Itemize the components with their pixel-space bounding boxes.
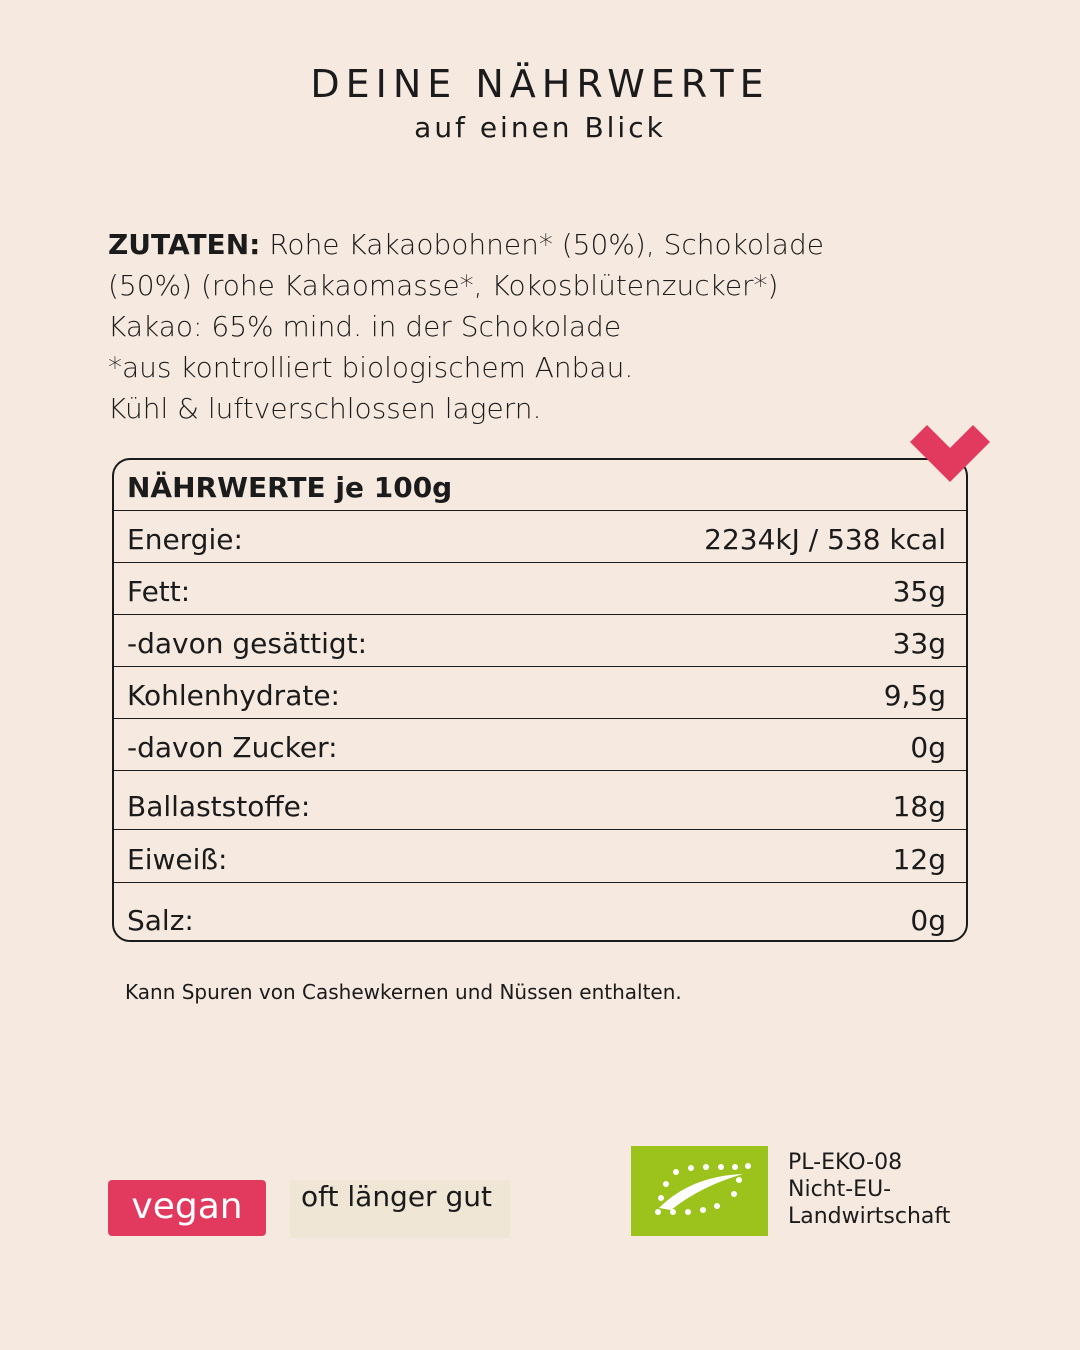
nutrient-value: 35g xyxy=(892,575,946,608)
ingredient-text: Kühl & luftverschlossen lagern. xyxy=(108,392,542,425)
vegan-badge: vegan xyxy=(108,1180,266,1236)
subtitle: auf einen Blick xyxy=(414,111,666,144)
table-row: Ballaststoffe: 18g xyxy=(114,771,966,830)
table-row: -davon Zucker: 0g xyxy=(114,719,966,771)
table-row: Eiweiß: 12g xyxy=(114,830,966,883)
ingredient-line: *aus kontrolliert biologischem Anbau. xyxy=(108,347,824,388)
nutrition-table: NÄHRWERTE je 100g Energie: 2234kJ / 538 kc… xyxy=(112,458,968,942)
table-row: Energie: 2234kJ / 538 kcal xyxy=(114,511,966,563)
title: DEINE NÄHRWERTE xyxy=(310,62,770,106)
ingredient-line: ZUTATEN: Rohe Kakaobohnen* (50%), Schoko… xyxy=(108,224,824,265)
nutrient-value: 0g xyxy=(910,731,946,764)
organic-code: PL-EKO-08 Nicht-EU- Landwirtschaft xyxy=(788,1149,950,1230)
organic-line: PL-EKO-08 xyxy=(788,1150,903,1175)
nutrient-name: Salz: xyxy=(127,904,194,937)
table-header: NÄHRWERTE je 100g xyxy=(127,471,453,504)
shelf-badge: oft länger gut xyxy=(290,1180,510,1238)
nutrient-name: -davon Zucker: xyxy=(127,731,338,764)
organic-line: Nicht-EU- xyxy=(788,1177,892,1202)
nutrient-name: Kohlenhydrate: xyxy=(127,679,340,712)
eu-organic-logo xyxy=(631,1146,768,1236)
nutrient-name: Fett: xyxy=(127,575,191,608)
ingredient-line: (50%) (rohe Kakaomasse*, Kokosblütenzuck… xyxy=(108,265,824,306)
nutrient-value: 9,5g xyxy=(883,679,946,712)
ingredient-text: Rohe Kakaobohnen* (50%), Schokolade xyxy=(269,228,824,261)
nutrient-value: 33g xyxy=(892,627,946,660)
table-row: Kohlenhydrate: 9,5g xyxy=(114,667,966,719)
table-row: Salz: 0g xyxy=(114,883,966,940)
heart-icon xyxy=(910,425,990,482)
table-header-row: NÄHRWERTE je 100g xyxy=(114,460,966,511)
nutrient-value: 0g xyxy=(910,904,946,937)
ingredient-line: Kühl & luftverschlossen lagern. xyxy=(108,388,824,429)
nutrient-name: Eiweiß: xyxy=(127,843,228,876)
ingredient-line: Kakao: 65% mind. in der Schokolade xyxy=(108,306,824,347)
organic-line: Landwirtschaft xyxy=(788,1204,951,1229)
ingredient-text: *aus kontrolliert biologischem Anbau. xyxy=(108,351,634,384)
table-row: -davon gesättigt: 33g xyxy=(114,615,966,667)
nutrient-name: -davon gesättigt: xyxy=(127,627,368,660)
table-row: Fett: 35g xyxy=(114,563,966,615)
nutrient-value: 18g xyxy=(892,790,946,823)
ingredient-text: (50%) (rohe Kakaomasse*, Kokosblütenzuck… xyxy=(108,269,779,302)
nutrient-value: 2234kJ / 538 kcal xyxy=(704,523,946,556)
ingredient-text: Kakao: 65% mind. in der Schokolade xyxy=(108,310,622,343)
ingredient-label: ZUTATEN: xyxy=(108,228,261,261)
nutrient-value: 12g xyxy=(892,843,946,876)
ingredients: ZUTATEN: Rohe Kakaobohnen* (50%), Schoko… xyxy=(108,224,824,429)
nutrient-name: Ballaststoffe: xyxy=(127,790,311,823)
allergy-note: Kann Spuren von Cashewkernen und Nüssen … xyxy=(125,980,682,1004)
nutrient-name: Energie: xyxy=(127,523,243,556)
